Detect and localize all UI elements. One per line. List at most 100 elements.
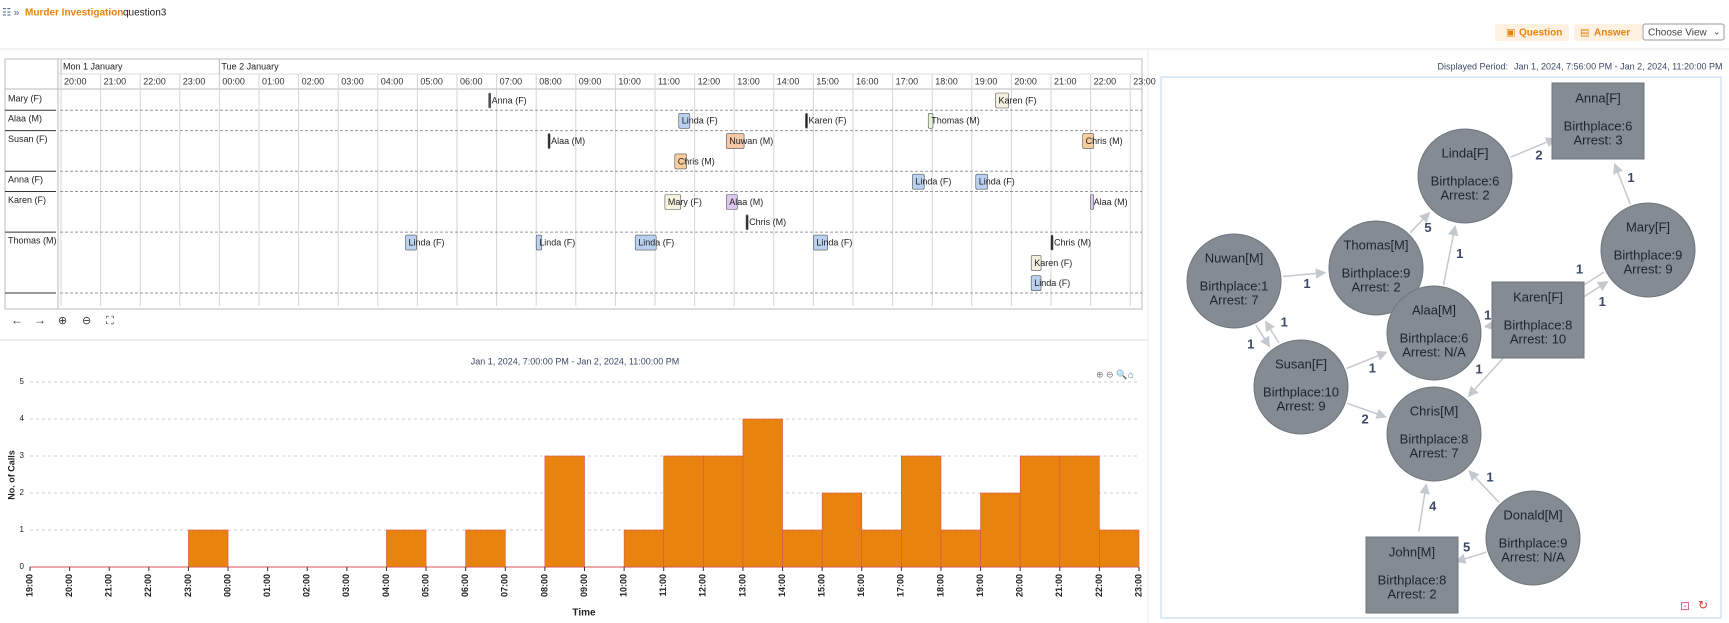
edge — [1264, 320, 1280, 344]
edge-weight: 1 — [1627, 170, 1634, 185]
call-label: Anna (F) — [492, 95, 527, 105]
node-shape — [1253, 339, 1349, 435]
hour-label: 08:00 — [539, 76, 562, 86]
x-tick-label: 20:00 — [64, 574, 74, 597]
node-name: Nuwan[M] — [1205, 250, 1264, 265]
view-select[interactable]: Choose View ⌄ — [1642, 23, 1725, 41]
zoom-in[interactable]: ⊕ — [58, 315, 67, 327]
node-birthplace: Birthplace:8 — [1378, 572, 1447, 587]
call-event: Thomas (M) — [927, 113, 980, 129]
x-tick-label: 22:00 — [143, 574, 153, 597]
zoom-out[interactable]: ⊖ — [1106, 369, 1114, 379]
button-bg[interactable] — [1574, 24, 1642, 41]
node-birthplace: Birthplace:6 — [1431, 173, 1500, 188]
call-bar — [634, 234, 657, 251]
edge-weight: 5 — [1463, 539, 1470, 554]
button-icon[interactable]: ▤ — [1580, 28, 1589, 39]
row-label: Susan (F) — [8, 134, 48, 144]
edge — [1418, 483, 1430, 532]
select-label[interactable]: Choose View — [1648, 28, 1708, 39]
button-bg[interactable] — [1495, 24, 1569, 41]
row-label: Mary (F) — [8, 93, 42, 103]
node-arrest: Arrest: 10 — [1510, 331, 1566, 346]
call-event: Alaa (M) — [547, 133, 585, 149]
call-bar — [1030, 255, 1042, 271]
x-tick-label: 11:00 — [658, 574, 668, 597]
button-label[interactable]: Question — [1519, 28, 1562, 39]
menu-icon[interactable]: ☷ » — [2, 8, 20, 19]
bar — [544, 455, 585, 568]
x-tick-label: 23:00 — [1133, 574, 1143, 597]
answer-button[interactable]: ▤ Answer — [1574, 24, 1642, 41]
fit[interactable]: ⛶ — [106, 315, 114, 327]
x-tick-label: 14:00 — [777, 574, 787, 597]
edge-weight: 2 — [1362, 412, 1369, 427]
x-tick-label: 15:00 — [817, 574, 827, 597]
node-shape — [1485, 490, 1581, 586]
select-box[interactable] — [1642, 23, 1725, 41]
call-label: Chris (M) — [749, 217, 786, 227]
zoom[interactable]: 🔍 — [1116, 368, 1127, 379]
hour-label: 22:00 — [143, 76, 166, 86]
zoom-out[interactable]: ⊖ — [82, 315, 91, 327]
node-name: Linda[F] — [1442, 145, 1489, 160]
x-tick-label: 07:00 — [500, 574, 510, 597]
call-label: Chris (M) — [678, 156, 715, 166]
call-bar — [805, 113, 808, 129]
call-event: Anna (F) — [488, 92, 527, 109]
call-event: Chris (M) — [745, 214, 786, 231]
hour-label: 04:00 — [381, 76, 404, 86]
node-shape — [1417, 128, 1513, 224]
hour-label: 13:00 — [737, 76, 760, 86]
x-tick-label: 09:00 — [579, 574, 589, 597]
button-icon[interactable]: ▣ — [1506, 28, 1515, 39]
edge-weight: 4 — [1429, 499, 1437, 514]
node-arrest: Arrest: 7 — [1209, 292, 1258, 307]
graph-layout-icon[interactable]: ⊡ — [1680, 599, 1690, 613]
date-label: Tue 2 January — [221, 61, 279, 71]
call-bar — [1050, 234, 1054, 251]
node-name: Karen[F] — [1513, 289, 1563, 304]
call-label: Linda (F) — [409, 237, 445, 247]
y-tick-label: 1 — [20, 525, 25, 534]
hour-label: 07:00 — [500, 76, 523, 86]
hour-label: 11:00 — [658, 76, 680, 86]
question-button[interactable]: ▣ Question — [1495, 24, 1569, 41]
x-tick-label: 04:00 — [381, 574, 391, 597]
call-label: Linda (F) — [816, 237, 852, 247]
call-bar — [725, 194, 738, 210]
pan-left[interactable]: ← — [11, 313, 23, 327]
edge-weight: 1 — [1303, 276, 1310, 291]
button-label[interactable]: Answer — [1594, 28, 1630, 39]
x-tick-label: 00:00 — [222, 574, 232, 597]
edge-weight: 1 — [1484, 308, 1491, 323]
call-event: Alaa (M) — [1090, 194, 1128, 210]
x-tick-label: 21:00 — [1054, 574, 1064, 597]
home[interactable]: ⌂ — [1128, 369, 1133, 379]
pan-right[interactable]: → — [34, 313, 46, 327]
node-shape — [1551, 82, 1645, 160]
node-birthplace: Birthplace:10 — [1263, 384, 1339, 399]
edge-weight: 1 — [1369, 360, 1376, 375]
call-event: Karen (F) — [995, 92, 1037, 109]
call-label: Mary (F) — [668, 197, 702, 207]
select-caret[interactable]: ⌄ — [1713, 26, 1721, 36]
node-arrest: Arrest: 7 — [1409, 445, 1458, 460]
zoom-in[interactable]: ⊕ — [1096, 369, 1104, 379]
call-event: Chris (M) — [1050, 234, 1091, 251]
graph-refresh-icon[interactable]: ↻ — [1698, 598, 1708, 612]
call-event: Chris (M) — [1082, 133, 1123, 149]
